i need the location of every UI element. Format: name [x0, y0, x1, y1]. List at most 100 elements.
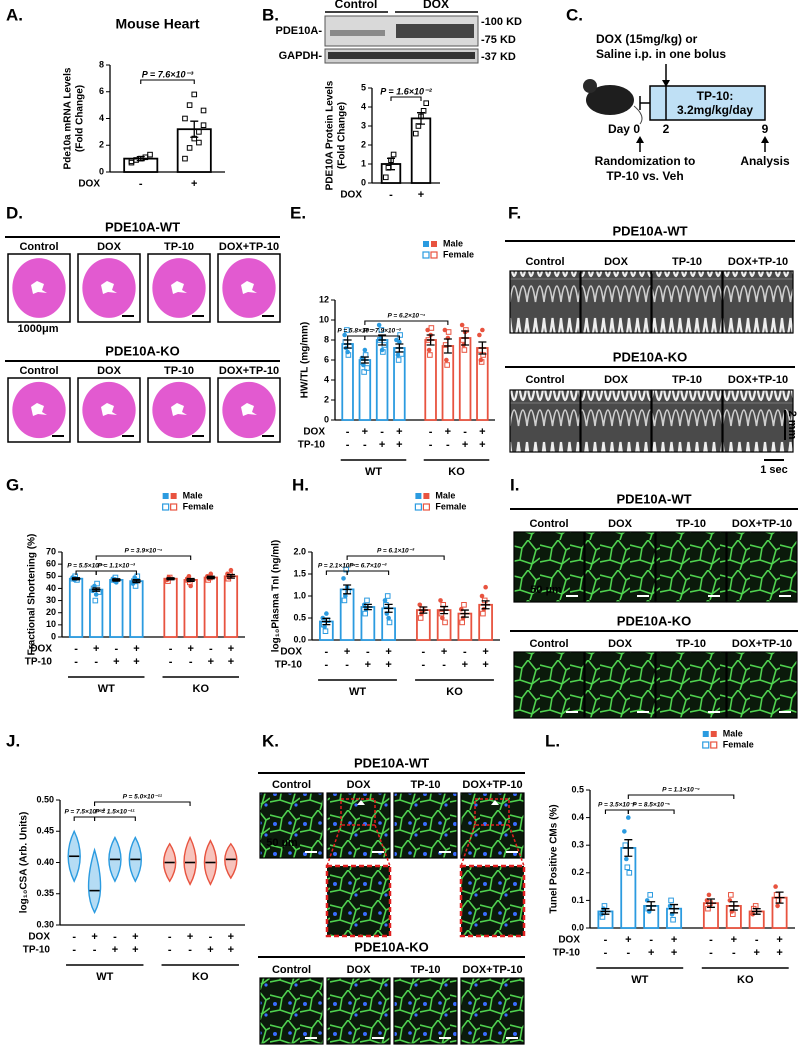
image-tile: [584, 531, 656, 603]
male-point: [440, 615, 445, 621]
condition-mark: -: [429, 439, 433, 451]
image-tile: [655, 651, 727, 719]
group-caption: TP-10: [676, 518, 706, 530]
panel-label: G.: [6, 475, 24, 494]
condition-mark: -: [74, 656, 78, 668]
group-caption: DOX+TP-10: [462, 964, 522, 976]
y-axis-label: log₁₀CSA (Arb. Units): [19, 812, 30, 914]
condition-mark: -: [446, 439, 450, 451]
female-point: [364, 597, 370, 604]
group-label: WT: [98, 683, 115, 695]
panel-label: H.: [292, 475, 309, 494]
error-bar: [418, 606, 428, 614]
legend-marker: [414, 503, 422, 511]
condition-mark: -: [209, 643, 213, 655]
error-bar: [439, 605, 449, 615]
p-value: P = 7.6×10⁻³: [142, 69, 194, 79]
mouse-icon: [586, 85, 634, 115]
condition-mark: +: [379, 439, 385, 451]
condition-mark: -: [346, 439, 350, 451]
female-point: [445, 329, 452, 335]
significance-bracket: [94, 816, 136, 821]
condition-mark: -: [169, 643, 173, 655]
y-tick-label: 3: [361, 120, 366, 130]
violin-body: [183, 835, 197, 886]
male-point: [479, 593, 485, 599]
condition-label: DOX: [28, 932, 50, 943]
blot-marker: -100 KD: [481, 16, 522, 28]
image-tile: [722, 270, 794, 334]
significance-bracket: [75, 570, 97, 575]
female-point: [386, 619, 393, 626]
row-title: PDE10A-WT: [616, 491, 691, 506]
error-bar: [751, 908, 762, 915]
image-tile: [509, 389, 581, 453]
condition-mark: +: [228, 643, 234, 655]
image-tile: [259, 977, 324, 1045]
group-caption: Control: [19, 365, 58, 377]
y-tick-label: 10: [46, 619, 56, 629]
scale-label: 50 µm: [266, 837, 298, 849]
female-point: [670, 916, 676, 923]
y-axis-label: PDE10A Protein Levels: [325, 80, 336, 190]
error-bar: [378, 334, 387, 346]
significance-bracket: [346, 555, 445, 560]
y-tick-label: 40: [46, 583, 56, 593]
y-tick-label: 0.40: [36, 857, 54, 867]
condition-mark: +: [385, 659, 391, 671]
legend-marker: [430, 251, 438, 259]
y-tick-label: 4: [99, 113, 104, 123]
legend-marker: [710, 731, 717, 737]
female-point: [132, 583, 139, 589]
point: [382, 174, 389, 181]
error-bar: [360, 356, 369, 364]
male-point: [773, 884, 778, 889]
panel-label: A.: [6, 5, 23, 24]
condition-mark: +: [396, 439, 402, 451]
condition-mark: -: [422, 646, 426, 658]
zoom-inset: [459, 864, 526, 938]
condition-label: TP-10: [23, 945, 51, 956]
condition-mark: -: [626, 947, 630, 959]
error-bar: [186, 577, 196, 583]
group-caption: Control: [529, 518, 568, 530]
condition-label: DOX: [340, 190, 362, 201]
y-tick-label: 0.35: [36, 888, 54, 898]
group-label: WT: [631, 974, 648, 986]
group-caption: DOX+TP-10: [732, 518, 792, 530]
bar: [163, 577, 178, 638]
legend-label: Male: [443, 238, 463, 248]
blot-row: PDE10A-: [276, 25, 323, 37]
legend-label: Female: [723, 739, 754, 749]
error-bar: [669, 903, 680, 914]
group-caption: DOX+TP-10: [219, 365, 279, 377]
condition-mark: -: [649, 934, 653, 946]
group-caption: DOX: [97, 241, 122, 253]
point: [186, 102, 193, 108]
row-title: PDE10A-WT: [612, 223, 687, 238]
female-point: [478, 359, 485, 365]
condition-label: TP-10: [25, 657, 53, 668]
condition-mark: -: [72, 944, 76, 956]
male-point: [397, 339, 402, 345]
ventricle-lumen: [171, 281, 187, 294]
female-point: [480, 610, 486, 617]
legend-label: Female: [435, 501, 466, 511]
point: [200, 107, 207, 114]
error-bar: [384, 157, 398, 171]
day-label: 2: [663, 122, 670, 136]
female-point: [417, 615, 424, 621]
female-point: [343, 566, 350, 573]
arrowhead-marker: [357, 800, 365, 805]
condition-mark: +: [753, 947, 759, 959]
female-point: [428, 325, 435, 331]
group-caption: TP-10: [676, 638, 706, 650]
condition-mark: +: [445, 426, 451, 438]
p-value: P = 5.0×10⁻¹¹: [123, 794, 163, 801]
condition-label: TP-10: [298, 440, 326, 451]
condition-mark: -: [422, 659, 426, 671]
male-point: [417, 602, 423, 608]
condition-mark: -: [93, 944, 97, 956]
image-tile: [726, 651, 798, 719]
legend-label: Male: [435, 490, 455, 500]
